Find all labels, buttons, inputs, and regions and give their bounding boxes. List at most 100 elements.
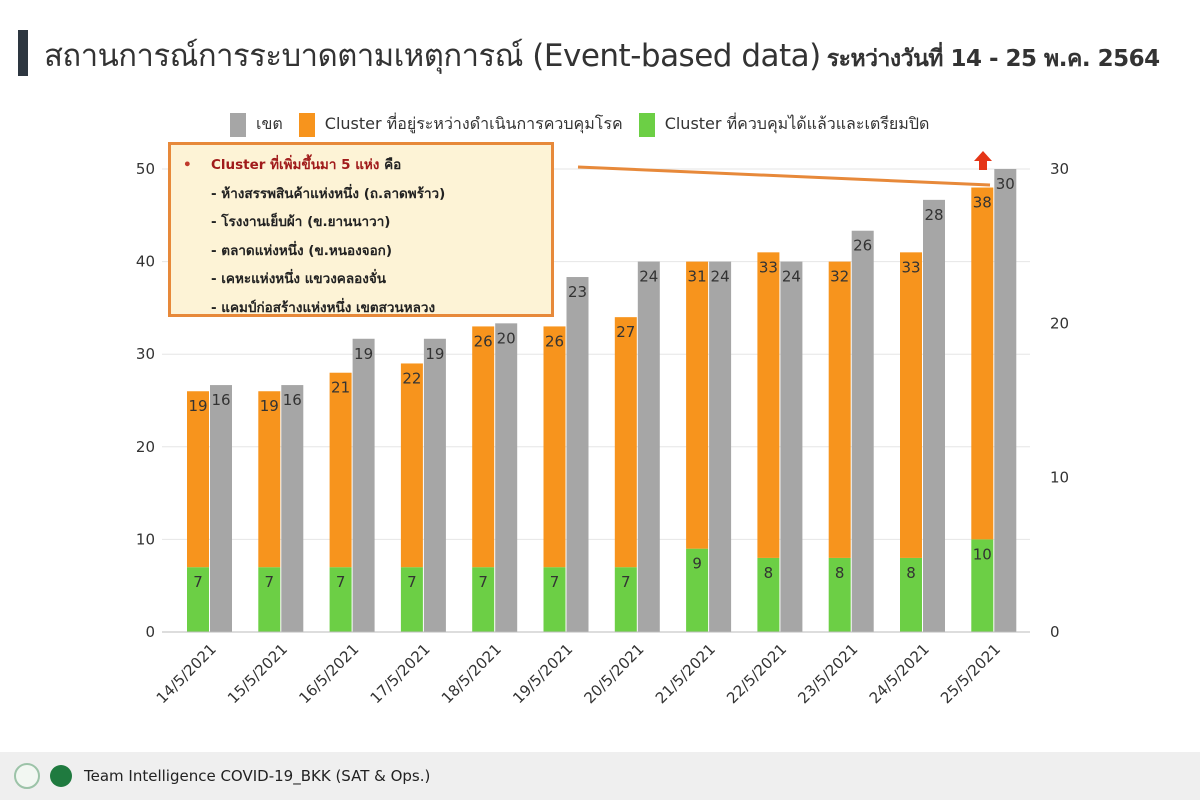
bar-active xyxy=(614,317,637,568)
data-label-district: 26 xyxy=(853,237,872,255)
bar-controlled xyxy=(971,539,994,632)
x-tick-label: 17/5/2021 xyxy=(367,640,434,707)
annotation-box: • Cluster ที่เพิ่มขึ้นมา 5 แห่ง คือ - ห้า… xyxy=(168,142,554,317)
bar-controlled xyxy=(187,567,209,632)
trend-line xyxy=(577,165,991,187)
data-label-active: 31 xyxy=(688,268,707,286)
x-tick-label: 25/5/2021 xyxy=(937,640,1004,707)
bar-controlled xyxy=(400,567,423,632)
legend-item-district: เขต xyxy=(230,112,283,137)
annotation-item: - โรงงานเย็บผ้า (ข.ยานนาวา) xyxy=(211,214,391,230)
data-label-district: 30 xyxy=(996,175,1015,193)
footer: Team Intelligence COVID-19_BKK (SAT & Op… xyxy=(0,752,1200,800)
x-tick-label: 22/5/2021 xyxy=(723,640,790,707)
left-tick-label: 10 xyxy=(136,530,155,548)
data-label-active: 33 xyxy=(759,258,778,276)
bar-controlled xyxy=(472,567,495,632)
bar-active xyxy=(543,326,566,568)
data-label-controlled: 7 xyxy=(478,573,488,591)
data-label-controlled: 10 xyxy=(973,545,992,563)
bar-controlled xyxy=(757,557,780,632)
x-tick-label: 18/5/2021 xyxy=(438,640,505,707)
x-tick-label: 14/5/2021 xyxy=(153,640,220,707)
data-label-district: 24 xyxy=(639,268,658,286)
left-tick-label: 0 xyxy=(145,623,155,641)
x-tick-label: 19/5/2021 xyxy=(509,640,576,707)
legend-item-controlled: Cluster ที่ควบคุมได้แล้วและเตรียมปิด xyxy=(638,112,930,137)
data-label-district: 16 xyxy=(283,391,302,409)
data-label-active: 33 xyxy=(901,258,920,276)
left-tick-label: 30 xyxy=(136,345,155,363)
annotation-item: - ห้างสรรพสินค้าแห่งหนึ่ง (ถ.ลาดพร้าว) xyxy=(211,185,446,202)
legend-label: เขต xyxy=(256,114,283,133)
annotation-item: - เคหะแห่งหนึ่ง แขวงคลองจั่น xyxy=(211,271,386,287)
bar-controlled xyxy=(329,567,352,632)
data-label-controlled: 7 xyxy=(407,573,417,591)
right-tick-label: 30 xyxy=(1050,160,1069,178)
legend-item-active: Cluster ที่อยู่ระหว่างดำเนินการควบคุมโรค xyxy=(298,112,623,137)
data-label-controlled: 7 xyxy=(621,573,631,591)
bma-logo-icon xyxy=(14,763,40,789)
left-tick-label: 20 xyxy=(136,438,155,456)
annotation-heading: • Cluster ที่เพิ่มขึ้นมา 5 แห่ง คือ xyxy=(183,157,402,173)
x-tick-label: 20/5/2021 xyxy=(581,640,648,707)
x-tick-label: 23/5/2021 xyxy=(794,640,861,707)
data-label-district: 24 xyxy=(782,268,801,286)
up-arrow-icon xyxy=(974,151,992,170)
bar-district xyxy=(352,338,375,632)
bar-controlled xyxy=(828,557,851,632)
data-label-active: 22 xyxy=(402,369,421,387)
bar-active xyxy=(686,261,709,549)
data-label-district: 23 xyxy=(568,283,587,301)
legend-swatch xyxy=(638,112,655,137)
data-label-district: 19 xyxy=(354,345,373,363)
left-tick-label: 40 xyxy=(136,253,155,271)
data-label-active: 32 xyxy=(830,268,849,286)
data-label-controlled: 7 xyxy=(193,573,203,591)
bar-district xyxy=(637,261,660,632)
data-label-active: 21 xyxy=(331,379,350,397)
left-tick-label: 50 xyxy=(136,160,155,178)
x-tick-label: 24/5/2021 xyxy=(866,640,933,707)
data-label-district: 20 xyxy=(497,329,516,347)
right-tick-label: 20 xyxy=(1050,314,1069,332)
bar-controlled xyxy=(543,567,566,632)
bar-district xyxy=(210,385,232,632)
data-label-district: 24 xyxy=(711,268,730,286)
title-accent-bar xyxy=(18,30,28,76)
right-tick-label: 10 xyxy=(1050,469,1069,487)
health-logo-icon xyxy=(50,765,72,787)
bar-district xyxy=(923,199,945,632)
right-tick-label: 0 xyxy=(1050,623,1060,641)
data-label-controlled: 7 xyxy=(336,573,346,591)
bar-district xyxy=(851,230,874,632)
bar-active xyxy=(472,326,495,568)
title-date-range: ระหว่างวันที่ 14 - 25 พ.ค. 2564 xyxy=(826,46,1160,72)
bar-district xyxy=(709,261,732,632)
annotation-item: - ตลาดแห่งหนึ่ง (ข.หนองจอก) xyxy=(211,242,393,259)
bar-district xyxy=(994,169,1017,632)
bar-active xyxy=(329,372,352,568)
bar-controlled xyxy=(686,548,709,632)
x-tick-label: 21/5/2021 xyxy=(652,640,719,707)
legend: เขต Cluster ที่อยู่ระหว่างดำเนินการควบคุ… xyxy=(230,112,929,137)
data-label-controlled: 8 xyxy=(835,564,845,582)
data-label-active: 19 xyxy=(260,397,279,415)
x-tick-label: 16/5/2021 xyxy=(295,640,362,707)
bar-controlled xyxy=(258,567,281,632)
data-label-district: 28 xyxy=(924,206,943,224)
bar-active xyxy=(258,391,281,568)
title-main: สถานการณ์การระบาดตามเหตุการณ์ (Event-bas… xyxy=(44,38,821,74)
legend-label: Cluster ที่ควบคุมได้แล้วและเตรียมปิด xyxy=(664,114,930,133)
legend-swatch xyxy=(230,112,246,137)
data-label-district: 16 xyxy=(211,391,230,409)
bar-district xyxy=(566,277,589,632)
bar-district xyxy=(495,323,518,632)
bar-active xyxy=(400,363,423,568)
bar-controlled xyxy=(900,557,922,632)
annotation-item: - แคมป์ก่อสร้างแห่งหนึ่ง เขตสวนหลวง xyxy=(211,299,436,316)
data-label-controlled: 8 xyxy=(906,564,916,582)
data-label-controlled: 7 xyxy=(265,573,275,591)
x-tick-label: 15/5/2021 xyxy=(224,640,291,707)
